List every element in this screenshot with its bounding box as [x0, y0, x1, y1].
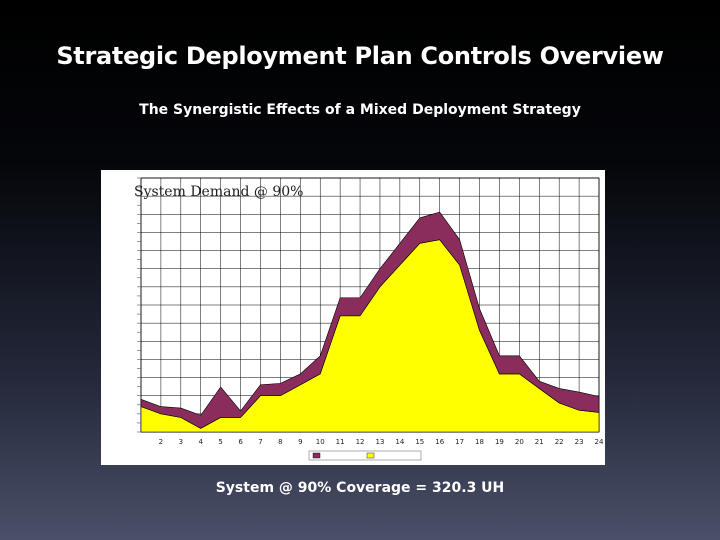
x-tick-label: 17: [455, 438, 464, 446]
x-tick-label: 8: [278, 438, 282, 446]
x-tick-label: 16: [435, 438, 444, 446]
x-tick-label: 7: [258, 438, 262, 446]
x-tick-label: 4: [199, 438, 204, 446]
chart-legend: [308, 450, 422, 461]
x-tick-label: 6: [238, 438, 243, 446]
x-tick-label: 14: [395, 438, 404, 446]
legend-swatch-series-1: [366, 452, 375, 459]
x-tick-label: 13: [375, 438, 384, 446]
x-tick-label: 5: [218, 438, 222, 446]
x-tick-label: 18: [475, 438, 484, 446]
x-tick-label: 9: [298, 438, 302, 446]
legend-box: [308, 450, 422, 461]
chart-panel: 2 3 4 5 6 7 8 9 10 11 12 13 14 15 16 17 18 19 20 21 22 23 24 S…: [101, 170, 605, 465]
slide-subtitle: The Synergistic Effects of a Mixed Deplo…: [139, 102, 581, 118]
slide-title: Strategic Deployment Plan Controls Overv…: [56, 42, 664, 70]
x-tick-label: 10: [316, 438, 325, 446]
x-tick-label: 21: [535, 438, 544, 446]
x-tick-label: 11: [336, 438, 345, 446]
x-tick-label: 3: [179, 438, 183, 446]
x-tick-label: 2: [159, 438, 163, 446]
x-tick-label: 19: [495, 438, 504, 446]
demand-area-chart: 2 3 4 5 6 7 8 9 10 11 12 13 14 15 16 17 18 19 20 21 22 23 24: [137, 177, 604, 461]
system-demand-annotation: System Demand @ 90%: [134, 184, 304, 200]
x-tick-label: 20: [515, 438, 524, 446]
x-tick-label: 22: [555, 438, 564, 446]
x-tick-label: 24: [595, 438, 604, 446]
legend-swatch-series-2: [312, 452, 321, 459]
area-series-2: [140, 211, 600, 429]
x-tick-label: 12: [356, 438, 365, 446]
x-tick-label: 15: [415, 438, 424, 446]
coverage-summary: System @ 90% Coverage = 320.3 UH: [215, 480, 505, 496]
x-tick-label: 23: [575, 438, 584, 446]
